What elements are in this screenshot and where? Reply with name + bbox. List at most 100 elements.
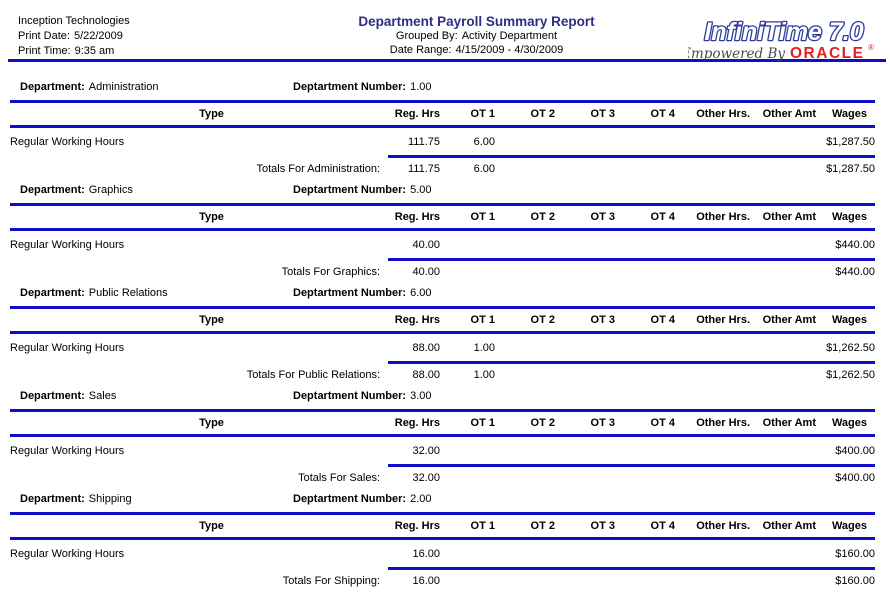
department-number-group: Deptartment Number: 3.00 xyxy=(293,390,432,402)
totals-divider xyxy=(388,361,875,364)
department-number-value: 2.00 xyxy=(410,493,432,505)
cell-reg-hrs: 88.00 xyxy=(412,341,440,354)
column-header-reg-hrs: Reg. Hrs xyxy=(394,417,440,429)
cell-reg-hrs: 16.00 xyxy=(412,547,440,560)
totals-row: Totals For Administration: 111.75 6.00 $… xyxy=(0,158,890,180)
department-number-label: Deptartment Number: xyxy=(293,81,407,93)
grouped-by-label: Grouped By: xyxy=(395,30,458,42)
department-number-label: Deptartment Number: xyxy=(293,287,407,299)
totals-row: Totals For Graphics: 40.00 $440.00 xyxy=(0,261,890,283)
date-range-label: Date Range: xyxy=(389,44,452,56)
department-label: Department: xyxy=(20,184,85,196)
column-header-reg-hrs: Reg. Hrs xyxy=(394,108,440,120)
cell-wages: $160.00 xyxy=(835,547,875,560)
report-header: Inception Technologies Print Date: 5/22/2… xyxy=(0,0,890,62)
column-header-other-amt: Other Amt xyxy=(762,211,816,223)
totals-divider xyxy=(388,155,875,158)
totals-wages: $1,287.50 xyxy=(826,163,875,175)
print-time-value: 9:35 am xyxy=(74,45,115,57)
section-divider xyxy=(10,100,875,103)
column-header-ot2: OT 2 xyxy=(530,108,555,120)
column-header-wages: Wages xyxy=(831,211,867,223)
column-header-ot2: OT 2 xyxy=(530,417,555,429)
department-value: Shipping xyxy=(88,493,132,505)
department-label: Department: xyxy=(20,493,85,505)
department-number-group: Deptartment Number: 2.00 xyxy=(293,493,432,505)
cell-ot1: 6.00 xyxy=(473,135,495,148)
page-title: Department Payroll Summary Report xyxy=(358,14,595,29)
column-header-type: Type xyxy=(199,108,224,120)
totals-row: Totals For Sales: 32.00 $400.00 xyxy=(0,467,890,489)
report-body: Department: Administration Deptartment Nu… xyxy=(0,62,890,592)
column-header-type: Type xyxy=(199,211,224,223)
title-block: Department Payroll Summary Report Groupe… xyxy=(273,14,680,59)
column-header-other-hrs: Other Hrs. xyxy=(696,314,750,326)
section-divider xyxy=(10,434,875,437)
header-divider xyxy=(8,59,886,62)
column-header-other-hrs: Other Hrs. xyxy=(696,417,750,429)
totals-label: Totals For Sales: xyxy=(298,472,380,484)
column-header-row: Type Reg. Hrs OT 1 OT 2 OT 3 OT 4 Other … xyxy=(0,103,890,125)
department-number-value: 3.00 xyxy=(410,390,432,402)
totals-wages: $1,262.50 xyxy=(826,369,875,381)
department-number-group: Deptartment Number: 6.00 xyxy=(293,287,432,299)
totals-label: Totals For Graphics: xyxy=(281,266,380,278)
column-header-wages: Wages xyxy=(831,108,867,120)
totals-row: Totals For Public Relations: 88.00 1.00 … xyxy=(0,364,890,386)
totals-divider xyxy=(388,464,875,467)
column-header-other-amt: Other Amt xyxy=(762,520,816,532)
totals-label: Totals For Shipping: xyxy=(282,575,380,587)
column-header-other-hrs: Other Hrs. xyxy=(696,211,750,223)
department-number-label: Deptartment Number: xyxy=(293,390,407,402)
department-number-value: 6.00 xyxy=(410,287,432,299)
date-range-value: 4/15/2009 - 4/30/2009 xyxy=(455,44,564,56)
department-label: Department: xyxy=(20,287,85,299)
table-row: Regular Working Hours 32.00 $400.00 xyxy=(0,437,890,464)
grouped-by-line: Grouped By: Activity Department xyxy=(273,29,680,43)
totals-wages: $160.00 xyxy=(835,575,875,587)
cell-type: Regular Working Hours xyxy=(10,547,125,560)
totals-reg-hrs: 40.00 xyxy=(412,266,440,278)
cell-wages: $400.00 xyxy=(835,444,875,457)
totals-row: Totals For Shipping: 16.00 $160.00 xyxy=(0,570,890,592)
column-header-ot4: OT 4 xyxy=(650,314,675,326)
department-label: Department: xyxy=(20,81,85,93)
department-number-group: Deptartment Number: 1.00 xyxy=(293,81,432,93)
department-number-value: 1.00 xyxy=(410,81,432,93)
totals-reg-hrs: 16.00 xyxy=(412,575,440,587)
department-number-label: Deptartment Number: xyxy=(293,493,407,505)
column-header-ot1: OT 1 xyxy=(470,417,495,429)
column-header-type: Type xyxy=(199,417,224,429)
department-section-shipping: Department: Shipping Deptartment Number: 2… xyxy=(0,489,890,592)
table-row: Regular Working Hours 40.00 $440.00 xyxy=(0,231,890,258)
column-header-row: Type Reg. Hrs OT 1 OT 2 OT 3 OT 4 Other … xyxy=(0,206,890,228)
column-header-ot4: OT 4 xyxy=(650,211,675,223)
department-number-label: Deptartment Number: xyxy=(293,184,407,196)
print-date-value: 5/22/2009 xyxy=(73,30,123,42)
department-section-administration: Department: Administration Deptartment Nu… xyxy=(0,77,890,180)
department-section-graphics: Department: Graphics Deptartment Number: 5… xyxy=(0,180,890,283)
totals-label: Totals For Public Relations: xyxy=(246,369,380,381)
totals-divider xyxy=(388,258,875,261)
department-number-value: 5.00 xyxy=(410,184,432,196)
column-header-ot1: OT 1 xyxy=(470,314,495,326)
column-header-ot3: OT 3 xyxy=(590,520,615,532)
infinitime-logo: InfiniTime 7.0 Empowered By ORACLE ® xyxy=(680,17,874,62)
column-header-reg-hrs: Reg. Hrs xyxy=(394,314,440,326)
cell-type: Regular Working Hours xyxy=(10,341,125,354)
column-header-other-amt: Other Amt xyxy=(762,108,816,120)
cell-reg-hrs: 111.75 xyxy=(407,135,440,148)
totals-ot1: 1.00 xyxy=(473,369,495,381)
company-name: Inception Technologies xyxy=(18,15,130,27)
section-divider xyxy=(10,125,875,128)
department-number-group: Deptartment Number: 5.00 xyxy=(293,184,432,196)
department-value: Administration xyxy=(88,81,159,93)
section-divider xyxy=(10,537,875,540)
table-row: Regular Working Hours 111.75 6.00 $1,287… xyxy=(0,128,890,155)
registered-mark-icon: ® xyxy=(868,43,874,52)
department-name-group: Department: Sales xyxy=(20,390,293,402)
column-header-ot3: OT 3 xyxy=(590,314,615,326)
cell-reg-hrs: 32.00 xyxy=(412,444,440,457)
totals-reg-hrs: 88.00 xyxy=(412,369,440,381)
